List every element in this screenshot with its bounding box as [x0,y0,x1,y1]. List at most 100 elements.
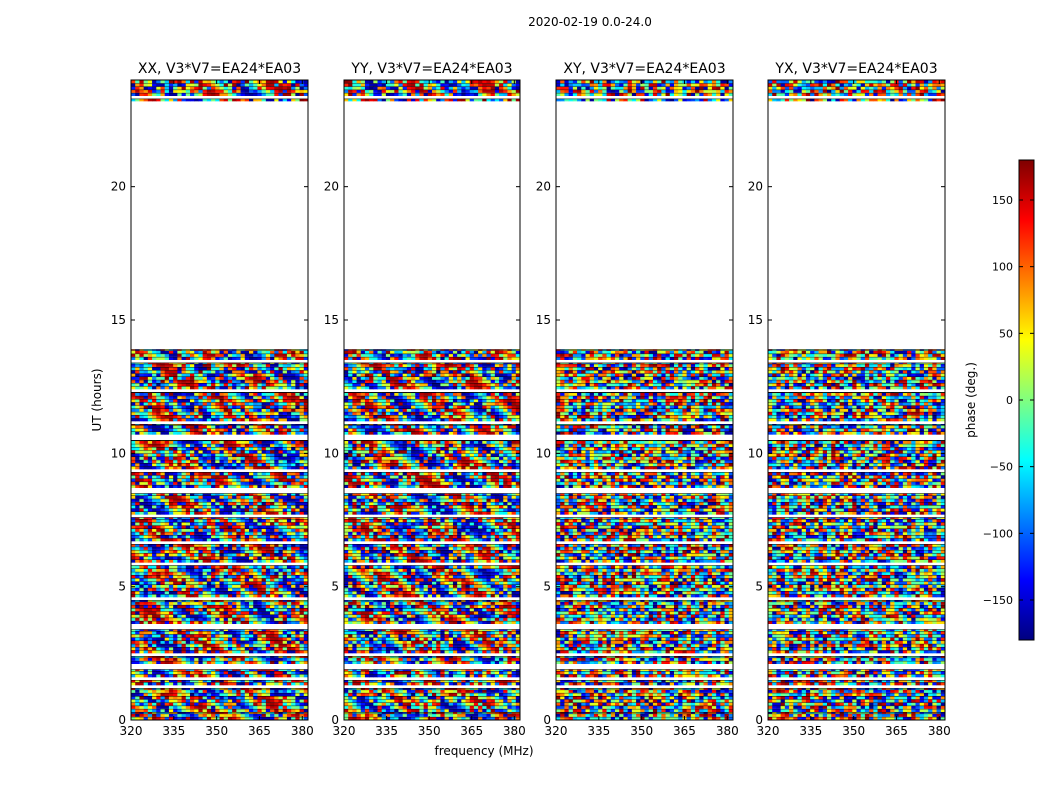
phase-cell [253,587,258,591]
phase-cell [299,546,305,550]
phase-cell [303,559,309,563]
phase-cell [223,614,229,618]
phase-cell [135,608,140,612]
phase-cell [278,525,284,529]
phase-cell [160,650,166,654]
phase-cell [160,712,166,714]
phase-cell [173,682,178,686]
phase-cell [282,656,288,658]
phase-cell [270,670,275,675]
phase-cell [261,522,267,526]
phase-cell [185,708,191,712]
phase-cell [232,643,237,647]
phase-cell [164,669,170,671]
phase-cell [303,643,309,647]
phase-cell [181,600,187,602]
phase-cell [147,590,153,595]
phase-cell [249,712,254,714]
phase-cell [173,617,178,621]
phase-cell [291,556,296,560]
phase-cell [152,696,157,700]
phase-cell [198,692,204,696]
phase-cell [173,611,178,615]
phase-cell [274,571,279,575]
phase-cell [152,669,157,671]
phase-cell [131,660,136,664]
phase-cell [303,708,309,712]
phase-cell [194,646,199,651]
phase-cell [131,594,136,598]
phase-cell [164,574,170,579]
phase-cell [282,670,288,675]
phase-cell [257,518,263,523]
scan-boundary [131,629,308,630]
phase-cell [236,699,241,703]
phase-cell [173,692,178,696]
phase-cell [278,680,284,683]
phase-cell [147,692,153,696]
phase-cell [202,699,208,703]
phase-cell [131,640,136,644]
phase-cell [181,705,187,709]
phase-cell [177,650,182,654]
phase-cell [202,544,208,547]
phase-cell [160,713,166,717]
phase-cell [185,604,191,608]
phase-cell [236,657,241,661]
phase-cell [164,630,170,635]
phase-cell [211,713,216,717]
phase-cell [181,571,187,575]
phase-cell [211,538,216,542]
phase-cell [249,713,254,717]
phase-cell [270,584,275,588]
phase-cell [223,669,229,671]
phase-cell [278,601,284,605]
phase-cell [143,578,149,582]
phase-cell [211,712,216,714]
phase-cell [185,518,191,523]
phase-cell [249,657,254,661]
phase-cell [168,705,174,709]
phase-cell [291,522,296,526]
phase-cell [152,705,157,709]
phase-cell [261,634,267,638]
phase-cell [303,568,309,572]
phase-cell [185,688,191,690]
phase-cell [257,565,263,569]
phase-cell [215,657,220,661]
phase-cell [236,689,241,693]
phase-cell [223,534,229,539]
phase-cell [131,629,136,631]
phase-cell [198,716,204,720]
phase-cell [143,517,149,519]
phase-cell [156,682,161,686]
phase-cell [202,517,208,519]
phase-cell [295,646,300,651]
phase-cell [270,630,275,635]
phase-cell [211,587,216,591]
phase-cell [232,608,237,612]
phase-cell [232,544,237,547]
phase-cell [152,556,157,560]
phase-cell [181,594,187,598]
phase-cell [202,712,208,714]
phase-cell [190,656,195,658]
phase-cell [194,590,199,595]
phase-cell [173,553,178,557]
phase-cell [236,712,241,714]
phase-cell [270,702,275,706]
phase-cell [274,604,279,608]
phase-cell [194,708,199,712]
phase-cell [223,670,229,675]
phase-cell [265,525,271,529]
phase-cell [194,538,199,542]
phase-cell [177,571,182,575]
phase-cell [286,522,292,526]
phase-cell [227,581,233,585]
scan-boundary [131,440,308,442]
phase-cell [295,549,300,554]
phase-cell [156,688,161,690]
phase-cell [303,604,309,608]
phase-cell [295,594,300,598]
phase-cell [143,584,149,588]
